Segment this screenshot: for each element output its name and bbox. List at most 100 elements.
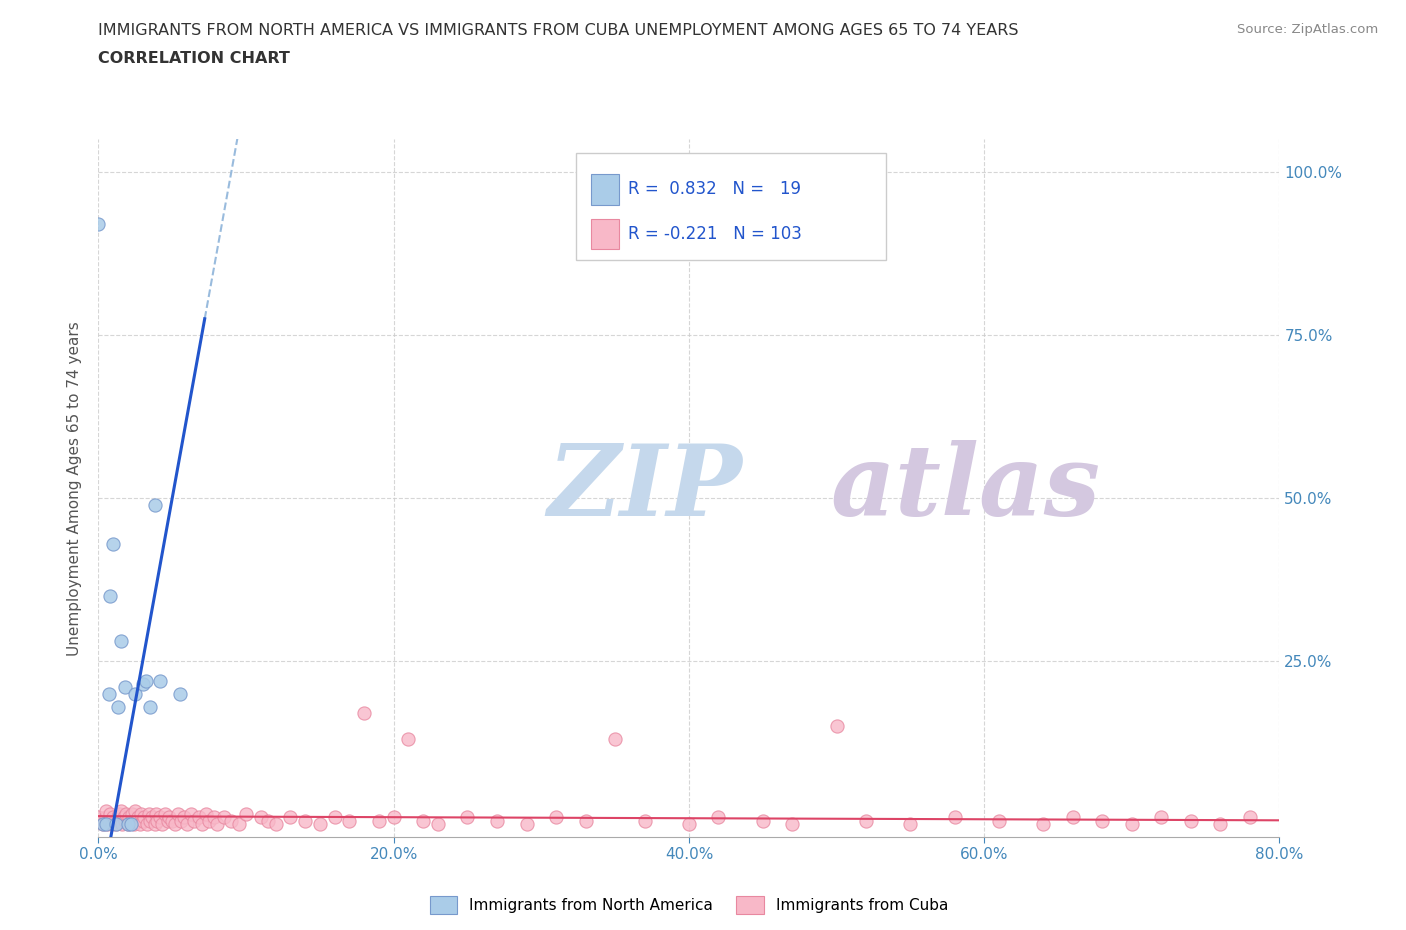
Point [412, 813, 434, 828]
Point [195, 806, 218, 821]
Text: ZIP: ZIP [547, 440, 742, 537]
Point [855, 813, 877, 828]
Point [339, 813, 360, 828]
Point [91, 817, 114, 831]
Point [202, 810, 225, 825]
Point [170, 813, 193, 828]
Point [127, 810, 149, 825]
Point [94, 804, 117, 818]
Point [1209, 817, 1232, 831]
Point [138, 806, 160, 821]
Point [456, 810, 478, 825]
Point [546, 810, 568, 825]
Text: Source: ZipAtlas.com: Source: ZipAtlas.com [1237, 23, 1378, 36]
Point [136, 817, 159, 831]
Point [103, 810, 125, 825]
Point [183, 813, 205, 828]
Point [228, 817, 250, 831]
Point [396, 732, 419, 747]
Point [134, 810, 156, 825]
Point [900, 817, 922, 831]
Point [427, 817, 450, 831]
Point [235, 806, 257, 821]
Point [143, 817, 166, 831]
Point [162, 813, 183, 828]
Point [1239, 810, 1261, 825]
Point [105, 817, 128, 831]
Point [117, 817, 139, 831]
Point [96, 817, 118, 831]
Point [97, 813, 120, 828]
Point [149, 810, 172, 825]
Text: atlas: atlas [831, 440, 1101, 537]
Point [143, 498, 166, 512]
Point [157, 810, 180, 825]
Point [278, 810, 302, 825]
Point [104, 813, 127, 828]
Point [120, 813, 142, 828]
Point [187, 810, 209, 825]
Text: R = -0.221   N = 103: R = -0.221 N = 103 [628, 225, 803, 244]
Point [129, 806, 152, 821]
Point [515, 817, 537, 831]
Point [1150, 810, 1173, 825]
Legend: Immigrants from North America, Immigrants from Cuba: Immigrants from North America, Immigrant… [423, 890, 955, 920]
Point [943, 810, 966, 825]
Point [987, 813, 1010, 828]
Point [111, 817, 134, 831]
Point [107, 699, 129, 714]
Point [180, 806, 202, 821]
Point [114, 680, 136, 695]
Point [122, 817, 145, 831]
Point [145, 806, 167, 821]
Point [110, 804, 132, 818]
Point [1032, 817, 1054, 831]
Point [125, 813, 148, 828]
Point [167, 806, 190, 821]
Point [678, 817, 700, 831]
Point [87, 217, 110, 232]
Point [382, 810, 405, 825]
Point [108, 806, 131, 821]
Point [132, 813, 155, 828]
Point [87, 810, 110, 825]
Point [212, 810, 235, 825]
Point [100, 817, 122, 831]
Point [1180, 813, 1202, 828]
Point [114, 813, 136, 828]
Y-axis label: Unemployment Among Ages 65 to 74 years: Unemployment Among Ages 65 to 74 years [67, 321, 83, 656]
Point [153, 806, 176, 821]
Point [132, 676, 155, 691]
Point [219, 813, 242, 828]
Point [112, 810, 135, 825]
Point [94, 817, 117, 831]
Point [574, 813, 596, 828]
Point [97, 686, 120, 701]
Point [98, 806, 121, 821]
Point [1062, 810, 1084, 825]
Point [115, 806, 138, 821]
Point [120, 817, 142, 831]
Point [117, 817, 139, 831]
Point [128, 817, 150, 831]
Point [309, 817, 332, 831]
Point [124, 804, 146, 818]
Point [110, 813, 132, 828]
Point [353, 706, 375, 721]
Point [150, 817, 173, 831]
Point [707, 810, 730, 825]
Point [173, 810, 195, 825]
Point [124, 686, 146, 701]
Point [135, 673, 157, 688]
Point [91, 817, 114, 831]
Point [751, 813, 773, 828]
Point [98, 589, 121, 604]
Point [250, 810, 273, 825]
Point [633, 813, 655, 828]
Point [105, 817, 128, 831]
Point [165, 817, 187, 831]
Point [103, 537, 125, 551]
Point [1091, 813, 1114, 828]
Point [90, 813, 112, 828]
Point [146, 813, 169, 828]
